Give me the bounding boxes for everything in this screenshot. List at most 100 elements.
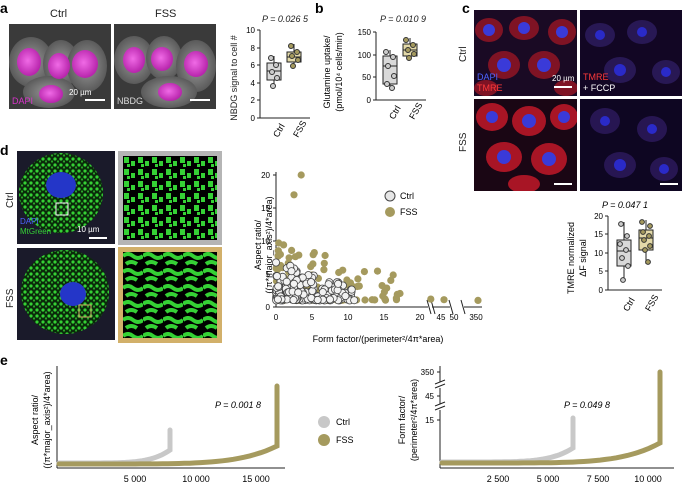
d-fss-point	[393, 290, 401, 298]
d-fss-point	[373, 267, 382, 275]
b-pvalue: P = 0.010 9	[380, 14, 426, 24]
a-ctrl-micrograph: DAPI 20 µm	[9, 24, 111, 109]
d-fss-point	[285, 254, 293, 262]
c-ylabel-1: TMRE normalized	[566, 222, 576, 294]
e-legend-ctrl-marker	[318, 416, 330, 428]
d-fss-mito	[21, 250, 109, 334]
d-ylabel-2: ((π*major_axis²)/4*area)	[264, 196, 274, 293]
d-ctrl-mito	[19, 153, 103, 233]
e-right-xtick: 7 500	[587, 474, 610, 484]
e-right-pvalue: P = 0.049 8	[564, 400, 610, 410]
d-xtick: 5	[310, 313, 315, 322]
d-fss-point	[389, 271, 397, 279]
d-scatter: Aspect ratio/ ((π*major_axis²)/4*area) 0…	[253, 171, 483, 344]
c-yticks: 0 5 10 15 20	[594, 212, 608, 295]
a-scale-label: 20 µm	[69, 88, 92, 97]
e-left-ylabel-2: ((π*major_axis²)/4*area)	[42, 371, 52, 468]
d-ytick: 5	[266, 270, 271, 279]
a-fss-title: FSS	[155, 8, 177, 20]
d-ctrl-point	[273, 272, 282, 281]
e-right-axis-breaks	[434, 379, 446, 411]
c-row-ctrl: Ctrl	[458, 46, 469, 62]
a-ctrl-cells	[9, 37, 107, 108]
d-ctrl-points	[272, 258, 359, 305]
d-ytick: 10	[261, 237, 270, 246]
e-right-ytick: 15	[425, 416, 434, 425]
d-ctrl-point	[274, 282, 283, 291]
c-tmre-fccp-label-1: TMRE	[583, 72, 609, 82]
panel-label-a: a	[0, 0, 8, 16]
c-dapi-label: DAPI	[477, 72, 499, 82]
d-xtick: 15	[380, 313, 389, 322]
b-yticks: 0 50 100 150	[358, 28, 376, 105]
a-ctrl-box	[266, 55, 282, 89]
a-ytick: 2	[251, 96, 256, 105]
c-scale-bar-fss-fccp	[660, 183, 678, 185]
d-ctrl-point	[326, 295, 335, 304]
b-ylabel-1: Glutamine uptake/	[322, 35, 332, 109]
d-fss-point	[440, 296, 448, 304]
e-left-fss-curve	[56, 383, 280, 467]
c-ytick: 15	[594, 230, 603, 239]
e-left-xtick: 15 000	[242, 474, 270, 484]
a-ytick: 8	[251, 44, 256, 53]
e-right-xtick: 10 000	[634, 474, 662, 484]
d-xtick: 50	[450, 313, 459, 322]
c-scale-bar-fss	[554, 183, 572, 185]
d-fss-point	[288, 246, 296, 254]
d-ctrl-zoom-frame	[118, 151, 222, 245]
d-scale-label: 10 µm	[77, 225, 100, 234]
c-scale-bar	[554, 86, 572, 88]
c-ytick: 10	[594, 249, 603, 258]
d-fss-point	[321, 251, 329, 260]
d-legend-ctrl: Ctrl	[400, 191, 414, 201]
d-ytick: 15	[261, 204, 270, 213]
e-right-ylabel-2: (perimeter²/4π*area)	[409, 379, 419, 461]
d-fss-point	[320, 266, 328, 274]
d-xticks: 0 5 10 15 20 45 50 350	[274, 313, 483, 322]
b-xtick-ctrl: Ctrl	[387, 104, 403, 121]
a-ytick: 4	[251, 79, 256, 88]
e-left-curves	[56, 383, 280, 467]
d-ctrl-point	[347, 285, 356, 294]
c-xtick-ctrl: Ctrl	[621, 296, 637, 313]
c-scale-label: 20 µm	[552, 74, 575, 83]
c-tmre-label: TMRE	[477, 83, 503, 93]
d-fss-cell-image	[17, 248, 115, 340]
d-fss-point	[353, 282, 361, 291]
e-left-plot: Aspect ratio/ ((π*major_axis²)/4*area) P…	[30, 366, 285, 484]
d-row-fss: FSS	[5, 288, 16, 308]
d-ctrl-point	[334, 279, 343, 288]
e-left-ylabel-1: Aspect ratio/	[30, 394, 40, 445]
e-left-xtick: 10 000	[182, 474, 210, 484]
c-xtick-fss: FSS	[643, 293, 660, 313]
a-xtick-ctrl: Ctrl	[271, 122, 287, 139]
e-right-ctrl-curve	[439, 415, 576, 465]
d-ctrl-point	[350, 296, 359, 305]
d-fss-point	[275, 239, 283, 247]
d-ctrl-point	[273, 295, 282, 304]
d-legend-ctrl-marker	[384, 190, 396, 202]
d-fss-point	[368, 296, 376, 304]
e-right-curves	[439, 369, 663, 466]
d-axis-breaks	[426, 299, 466, 315]
d-fss-point	[273, 266, 282, 274]
b-ytick: 150	[358, 28, 372, 37]
d-ctrl-zoom-mito	[123, 156, 217, 240]
b-ytick: 100	[358, 51, 372, 60]
d-ctrl-point	[294, 288, 303, 297]
d-scale-bar	[89, 237, 107, 239]
d-fss-point	[380, 288, 388, 296]
a-fss-micrograph: NBDG	[114, 24, 216, 109]
a-ctrl-title: Ctrl	[50, 8, 68, 20]
d-xlabel: Form factor/(perimeter²/4π*area)	[313, 334, 444, 344]
a-dapi-label: DAPI	[12, 96, 34, 106]
d-fss-point	[381, 296, 390, 304]
d-ctrl-point	[324, 280, 333, 289]
c-ytick: 20	[594, 212, 603, 221]
d-ctrl-point	[272, 258, 281, 267]
c-fss-tmre-image	[474, 99, 577, 191]
a-fss-cells	[114, 36, 216, 108]
e-legend-fss: FSS	[336, 435, 354, 445]
c-fss-box	[638, 219, 654, 265]
